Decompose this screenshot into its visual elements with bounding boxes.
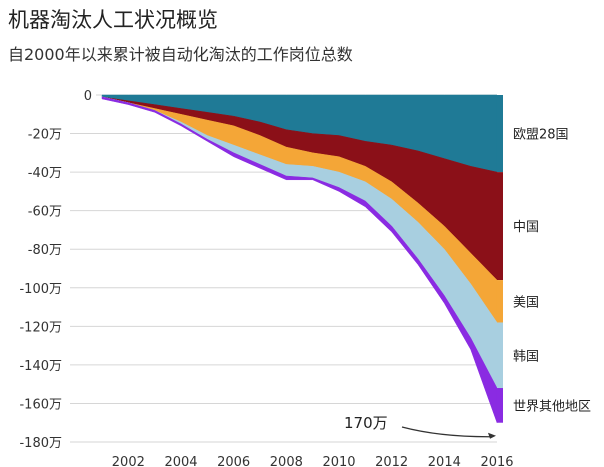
- legend-swatch: [497, 388, 503, 423]
- legend-swatch: [497, 95, 503, 173]
- x-tick-label: 2016: [480, 455, 513, 467]
- legend-swatch: [497, 322, 503, 389]
- chart-subtitle: 自2000年以来累计被自动化淘汰的工作岗位总数: [8, 45, 353, 64]
- y-tick-label: -120万: [19, 320, 62, 335]
- axis-layer: 0 -20万 -40万 -60万 -80万 -100万 -120万 -140万 -160万 -18…: [19, 89, 513, 467]
- y-tick-label: -20万: [28, 128, 62, 143]
- x-tick-label: 2014: [428, 455, 461, 467]
- legend-label: 世界其他地区: [513, 399, 591, 414]
- y-tick-label: -80万: [28, 243, 62, 258]
- y-tick-label: -40万: [28, 166, 62, 181]
- annotation-arrow: [401, 426, 492, 438]
- y-tick-label: -100万: [19, 282, 62, 297]
- x-tick-label: 2010: [322, 455, 355, 467]
- legend-swatch: [497, 172, 503, 281]
- x-tick-label: 2002: [112, 455, 145, 467]
- legend-label: 韩国: [513, 349, 539, 364]
- x-tick-label: 2008: [270, 455, 303, 467]
- legend-label: 中国: [513, 220, 539, 235]
- y-tick-label: 0: [84, 89, 92, 104]
- legend-label: 欧盟28国: [513, 128, 569, 143]
- chart-title: 机器淘汰人工状况概览: [8, 8, 218, 32]
- legend-swatch: [497, 280, 503, 323]
- x-tick-label: 2004: [164, 455, 197, 467]
- area-layer: [101, 94, 498, 423]
- annotation-label: 170万: [344, 414, 388, 432]
- y-tick-label: -140万: [19, 359, 62, 374]
- y-tick-label: -180万: [19, 436, 62, 451]
- annotation-layer: 170万: [344, 414, 496, 439]
- annotation-arrowhead: [488, 432, 496, 439]
- y-tick-label: -60万: [28, 205, 62, 220]
- x-tick-label: 2006: [217, 455, 250, 467]
- x-tick-label: 2012: [375, 455, 408, 467]
- legend-label: 美国: [513, 295, 539, 310]
- y-tick-label: -160万: [19, 397, 62, 412]
